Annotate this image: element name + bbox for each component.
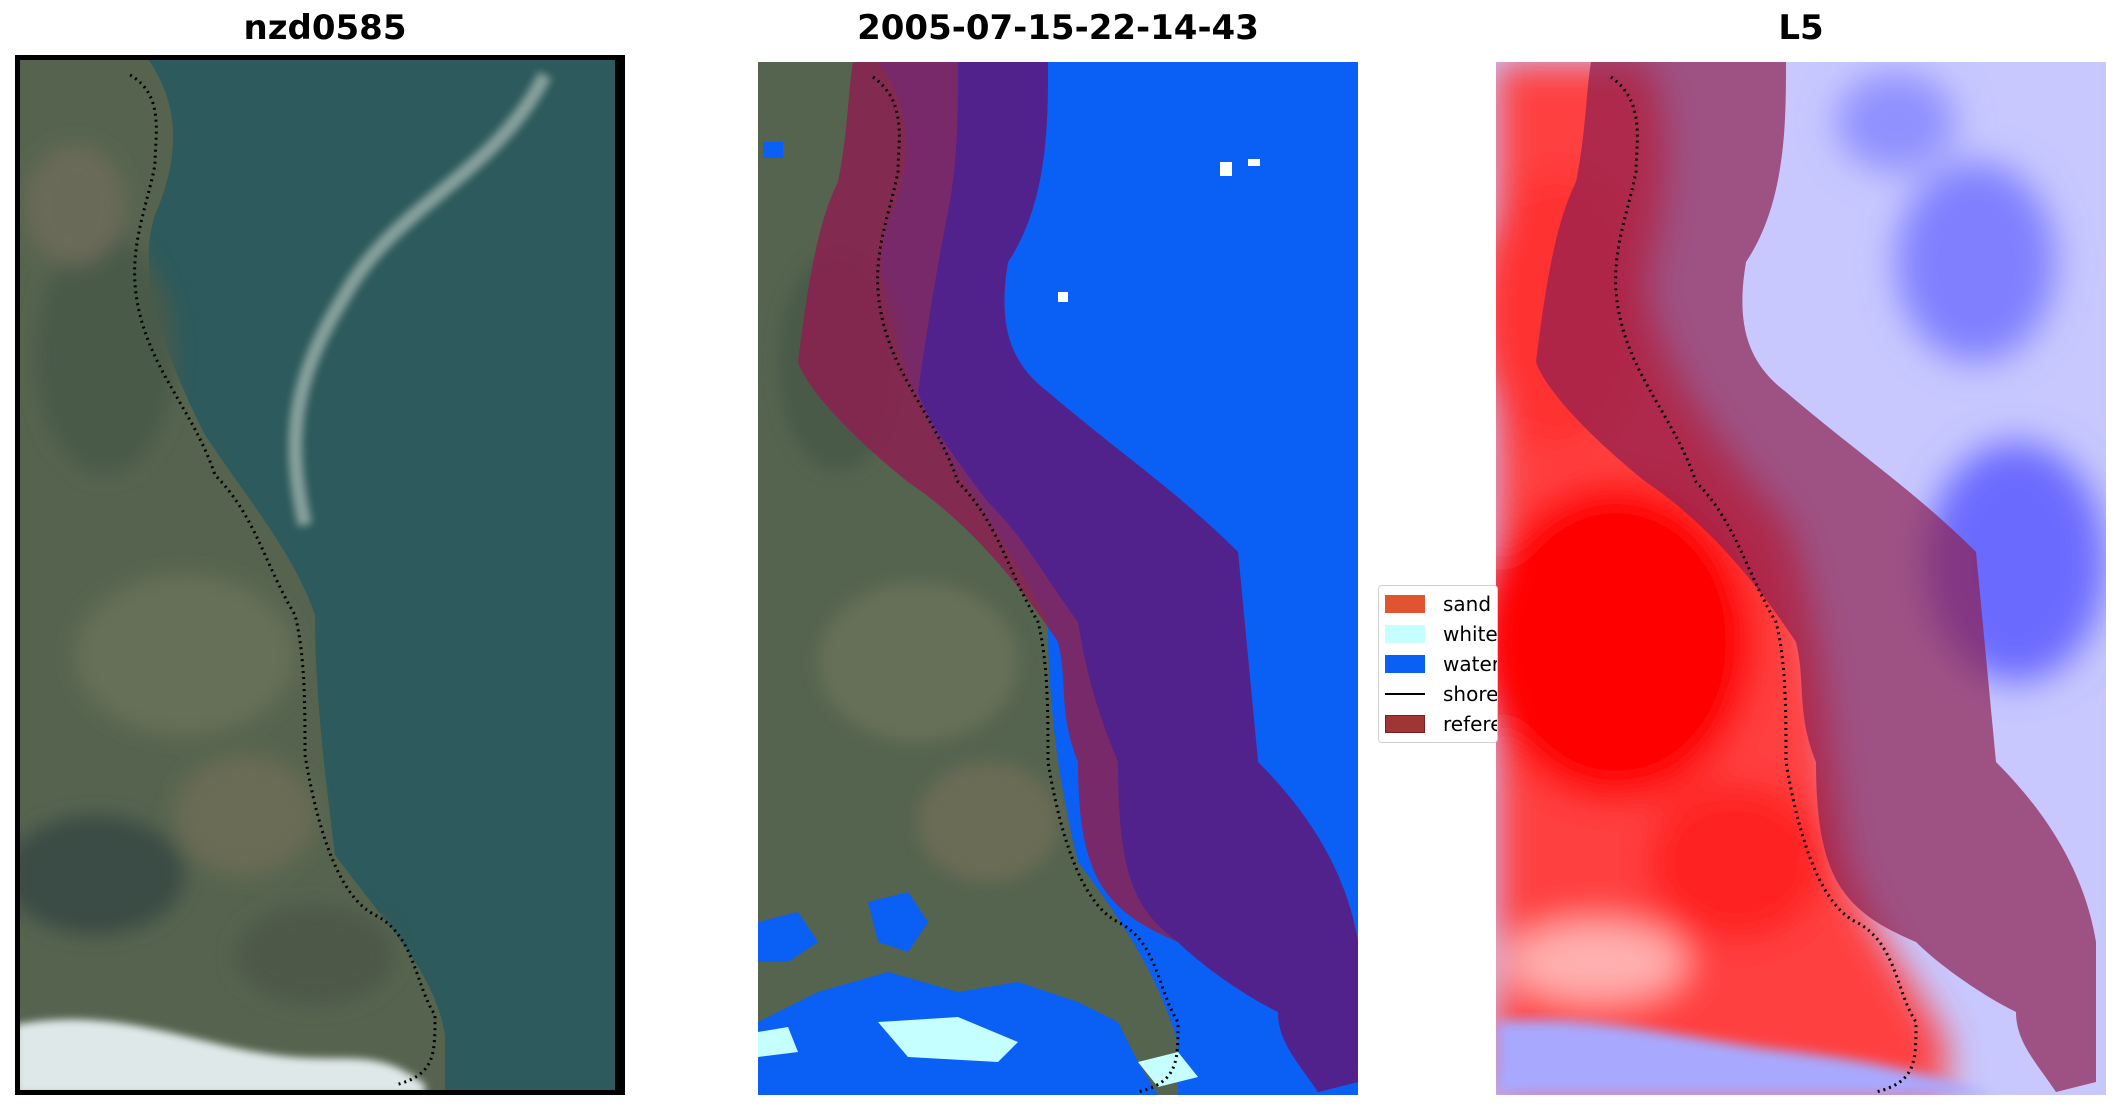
panel-title-classification: 2005-07-15-22-14-43 — [857, 8, 1259, 48]
legend-label: refere — [1443, 712, 1498, 736]
index-map — [1496, 62, 2106, 1095]
classification-map — [758, 62, 1358, 1095]
legend-swatch-water — [1385, 655, 1425, 673]
legend-item-white: white — [1379, 621, 1498, 647]
legend-item-sand: sand — [1379, 591, 1491, 617]
legend-swatch-sand — [1385, 595, 1425, 613]
legend-label: shore — [1443, 682, 1498, 706]
rgb-satellite-image — [15, 55, 625, 1095]
legend-label: sand — [1443, 592, 1492, 616]
legend-swatch-white — [1385, 625, 1425, 643]
legend-line-shore — [1385, 693, 1425, 695]
legend-swatch-reference — [1385, 715, 1425, 733]
classification-panel — [758, 62, 1358, 1095]
legend-label: water — [1443, 652, 1498, 676]
legend-item-shore: shore — [1379, 681, 1498, 707]
rgb-image-panel — [15, 55, 625, 1095]
legend-item-reference: refere — [1379, 711, 1498, 737]
legend: sand white water shore refere — [1378, 585, 1498, 743]
legend-label: white — [1443, 622, 1498, 646]
index-panel — [1496, 62, 2106, 1095]
panel-title-index: L5 — [1778, 8, 1824, 48]
panel-title-rgb: nzd0585 — [243, 8, 407, 48]
legend-item-water: water — [1379, 651, 1498, 677]
